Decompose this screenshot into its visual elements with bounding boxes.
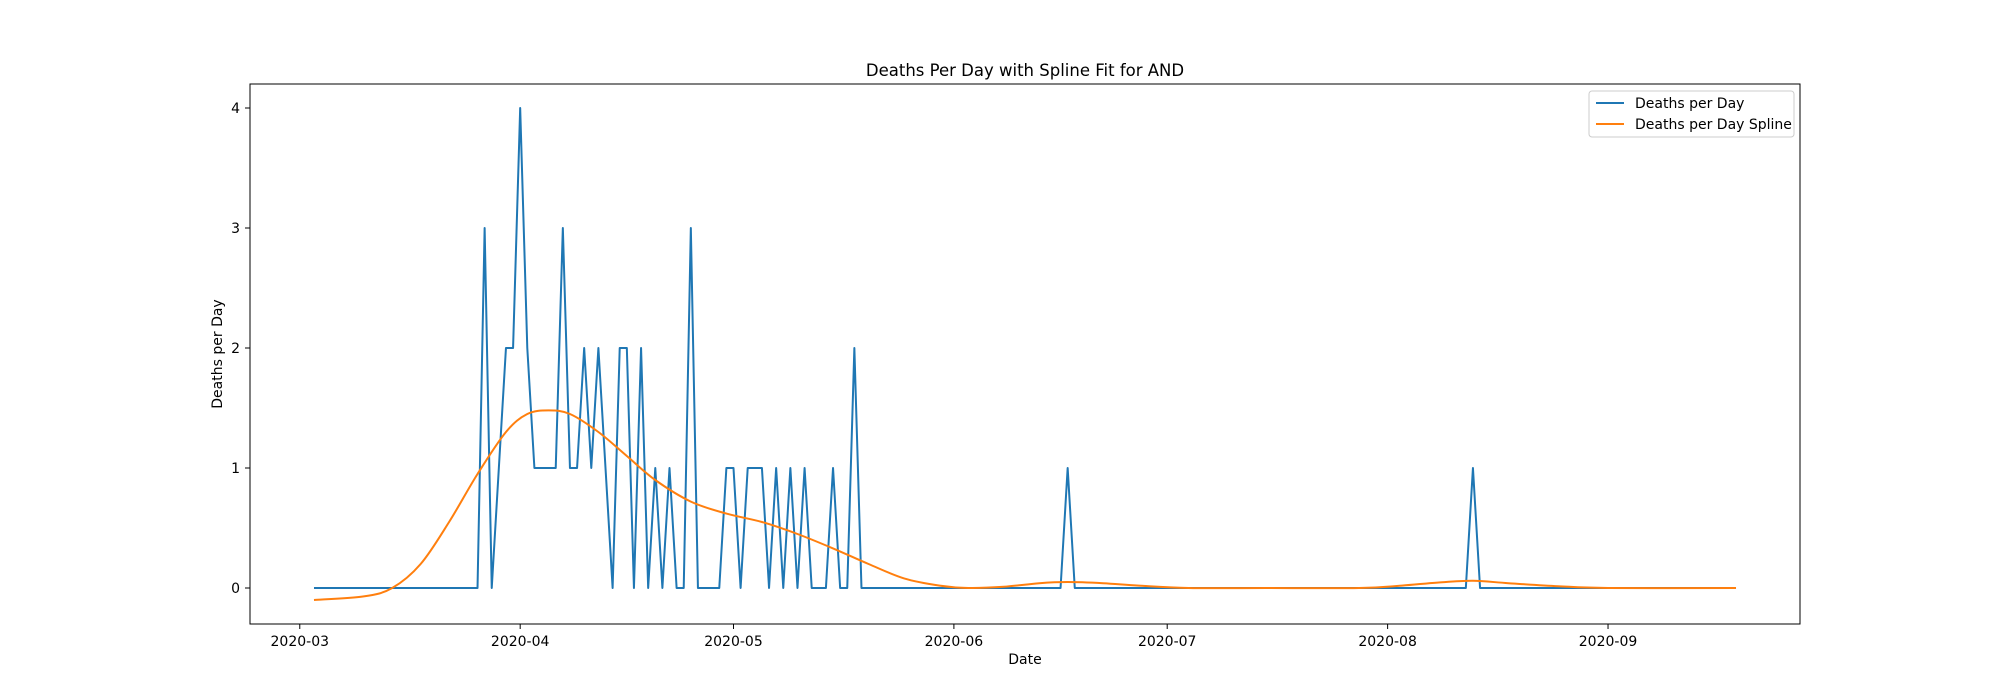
plot-frame	[249, 83, 1801, 625]
y-tick-label: 2	[231, 341, 240, 357]
x-tick-label: 2020-08	[1358, 634, 1417, 650]
x-tick-label: 2020-03	[271, 634, 330, 650]
y-tick-label: 0	[231, 581, 240, 597]
legend-box	[1588, 90, 1795, 138]
x-tick-label: 2020-05	[704, 634, 763, 650]
x-tick-label: 2020-06	[925, 634, 984, 650]
y-tick-label: 1	[231, 461, 240, 477]
legend: Deaths per Day Deaths per Day Spline	[1588, 90, 1795, 138]
series-line-deaths-per-day	[313, 107, 1737, 589]
y-tick-label: 4	[231, 101, 240, 117]
x-tick-label: 2020-09	[1579, 634, 1638, 650]
legend-label-spline: Deaths per Day Spline	[1635, 117, 1792, 133]
x-tick-label: 2020-04	[491, 634, 550, 650]
legend-label-deaths-per-day: Deaths per Day	[1635, 96, 1744, 112]
x-tick-label: 2020-07	[1138, 634, 1197, 650]
y-axis-label: Deaths per Day	[210, 299, 226, 408]
y-tick-label: 3	[231, 221, 240, 237]
series-line-spline	[313, 409, 1737, 601]
x-axis-label: Date	[1008, 652, 1041, 668]
chart-title: Deaths Per Day with Spline Fit for AND	[866, 61, 1184, 80]
